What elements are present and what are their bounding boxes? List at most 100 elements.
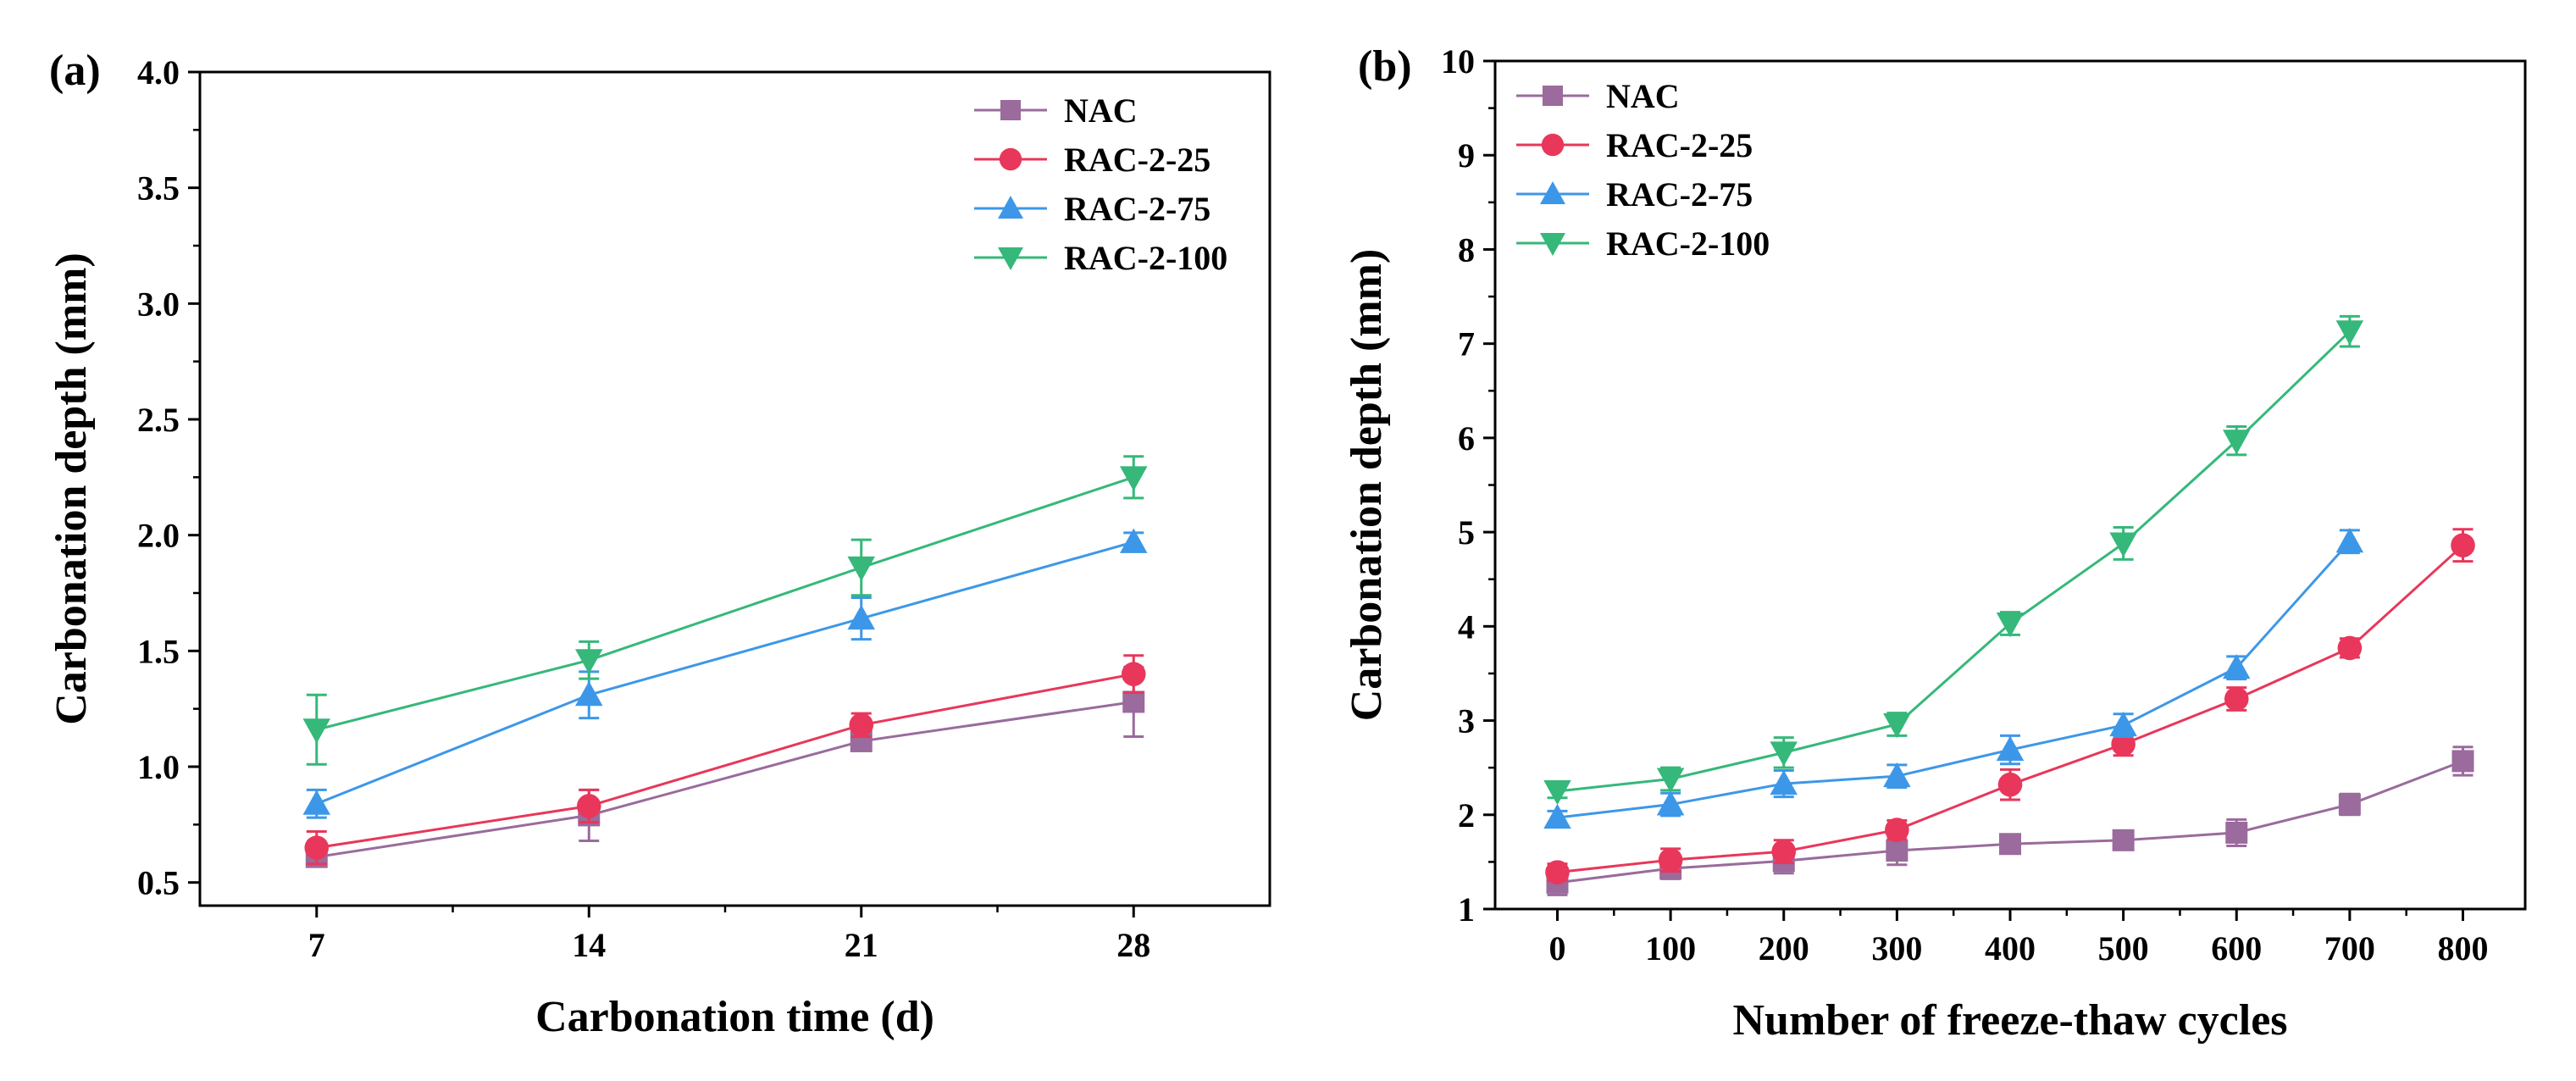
legend-marker xyxy=(1000,100,1021,120)
data-point-NAC xyxy=(1999,833,2021,856)
data-point-RAC-2-100 xyxy=(1120,466,1148,491)
x-tick-label: 100 xyxy=(1645,929,1696,967)
x-tick-label: 14 xyxy=(572,926,606,964)
legend-label: RAC-2-100 xyxy=(1606,225,1770,263)
y-tick-label: 7 xyxy=(1458,325,1475,363)
x-tick-label: 800 xyxy=(2438,929,2489,967)
legend-marker xyxy=(998,196,1023,219)
series-line-RAC-2-75 xyxy=(1557,540,2351,819)
x-tick-label: 400 xyxy=(1985,929,2036,967)
data-point-RAC-2-25 xyxy=(1771,839,1797,864)
y-tick-label: 6 xyxy=(1458,419,1475,457)
x-tick-label: 200 xyxy=(1759,929,1809,967)
data-point-RAC-2-25 xyxy=(1997,772,2023,797)
y-tick-label: 5 xyxy=(1458,513,1475,552)
data-point-RAC-2-25 xyxy=(2111,732,2136,757)
data-point-RAC-2-25 xyxy=(2224,686,2249,712)
legend-label: RAC-2-75 xyxy=(1064,190,1210,228)
data-point-RAC-2-100 xyxy=(575,649,603,674)
x-tick-label: 300 xyxy=(1871,929,1922,967)
y-tick-label: 3.0 xyxy=(137,285,180,323)
data-point-NAC xyxy=(1122,690,1145,713)
data-point-NAC xyxy=(1886,840,1908,862)
x-tick-label: 7 xyxy=(308,926,325,964)
plot-frame xyxy=(198,70,1271,907)
legend-label: RAC-2-25 xyxy=(1606,126,1753,164)
data-point-NAC xyxy=(2225,821,2248,844)
data-point-RAC-2-25 xyxy=(2337,635,2363,661)
y-tick-label: 8 xyxy=(1458,230,1475,269)
data-point-RAC-2-100 xyxy=(1996,612,2025,638)
x-tick-label: 21 xyxy=(845,926,878,964)
data-point-RAC-2-25 xyxy=(1658,847,1683,873)
legend-marker xyxy=(1541,133,1565,157)
x-tick-label: 700 xyxy=(2324,929,2375,967)
data-point-RAC-2-100 xyxy=(2335,320,2364,346)
data-point-RAC-2-75 xyxy=(302,790,331,815)
legend-label: RAC-2-75 xyxy=(1606,175,1753,213)
data-point-NAC xyxy=(2451,750,2474,773)
data-point-RAC-2-75 xyxy=(847,604,876,630)
data-point-RAC-2-75 xyxy=(2223,654,2251,679)
data-point-RAC-2-25 xyxy=(849,712,874,738)
y-tick-label: 9 xyxy=(1458,136,1475,175)
data-point-RAC-2-75 xyxy=(1120,528,1148,553)
y-tick-label: 3 xyxy=(1458,702,1475,740)
legend-label: NAC xyxy=(1064,91,1138,130)
x-axis-title: Carbonation time (d) xyxy=(535,993,934,1041)
data-point-RAC-2-100 xyxy=(1656,768,1685,793)
series-line-RAC-2-25 xyxy=(316,673,1134,850)
data-point-RAC-2-25 xyxy=(304,835,330,860)
data-point-RAC-2-75 xyxy=(1996,735,2025,762)
chart-panel-b: (b) 0 100 200 300 400 500 600 700 800 1 2 3 4 5 6 7 8 9 10 N… xyxy=(1343,42,2527,1045)
data-point-RAC-2-75 xyxy=(2109,711,2137,737)
x-tick-label: 500 xyxy=(2098,929,2149,967)
y-axis-title: Carbonation depth (mm) xyxy=(47,252,96,725)
series-line-NAC xyxy=(316,700,1134,859)
data-point-RAC-2-75 xyxy=(1543,803,1571,829)
legend-label: RAC-2-100 xyxy=(1064,239,1227,277)
chart-panel-a: (a) 7 14 21 28 0.5 1.0 1.5 2.0 2.5 3.0 3.5 4.0 Carbon… xyxy=(47,47,1271,1041)
x-axis-title: Number of freeze-thaw cycles xyxy=(1732,996,2287,1045)
data-point-RAC-2-100 xyxy=(1543,779,1571,806)
y-tick-label: 1.0 xyxy=(137,748,180,786)
data-point-RAC-2-25 xyxy=(1545,860,1570,884)
series-line-RAC-2-25 xyxy=(1557,544,2464,874)
y-tick-label: 4 xyxy=(1458,607,1475,646)
data-point-RAC-2-75 xyxy=(1656,790,1685,816)
legend-marker xyxy=(1543,86,1563,106)
data-point-RAC-2-100 xyxy=(302,718,331,744)
x-tick-label: 28 xyxy=(1116,926,1150,964)
legend-label: NAC xyxy=(1606,77,1680,115)
legend-marker xyxy=(1540,181,1565,204)
data-point-RAC-2-25 xyxy=(1121,662,1146,686)
y-tick-label: 2.5 xyxy=(137,401,180,439)
data-point-RAC-2-75 xyxy=(1770,769,1798,796)
y-tick-label: 0.5 xyxy=(137,864,180,902)
x-tick-label: 0 xyxy=(1548,929,1565,967)
series-line-RAC-2-75 xyxy=(316,540,1134,806)
data-point-RAC-2-25 xyxy=(1885,818,1909,842)
data-point-RAC-2-25 xyxy=(2451,533,2475,557)
y-tick-label: 2.0 xyxy=(137,517,180,555)
data-point-RAC-2-75 xyxy=(2335,527,2364,553)
legend-label: RAC-2-25 xyxy=(1064,141,1210,179)
data-point-NAC xyxy=(2112,829,2135,851)
data-point-RAC-2-100 xyxy=(1883,713,1911,739)
x-tick-label: 600 xyxy=(2211,929,2262,967)
data-point-RAC-2-100 xyxy=(2223,430,2251,455)
y-tick-label: 4.0 xyxy=(137,53,180,91)
legend-marker xyxy=(1540,233,1565,256)
data-point-RAC-2-25 xyxy=(576,794,601,818)
series-line-RAC-2-100 xyxy=(1557,330,2351,793)
panel-label: (b) xyxy=(1358,42,1412,91)
data-point-NAC xyxy=(2338,793,2361,816)
y-tick-label: 3.5 xyxy=(137,169,180,208)
legend-marker xyxy=(999,147,1022,171)
y-tick-label: 1 xyxy=(1458,890,1475,929)
series-line-RAC-2-100 xyxy=(316,475,1134,731)
panel-label: (a) xyxy=(49,47,101,95)
y-tick-label: 10 xyxy=(1441,42,1475,80)
y-tick-label: 1.5 xyxy=(137,632,180,670)
